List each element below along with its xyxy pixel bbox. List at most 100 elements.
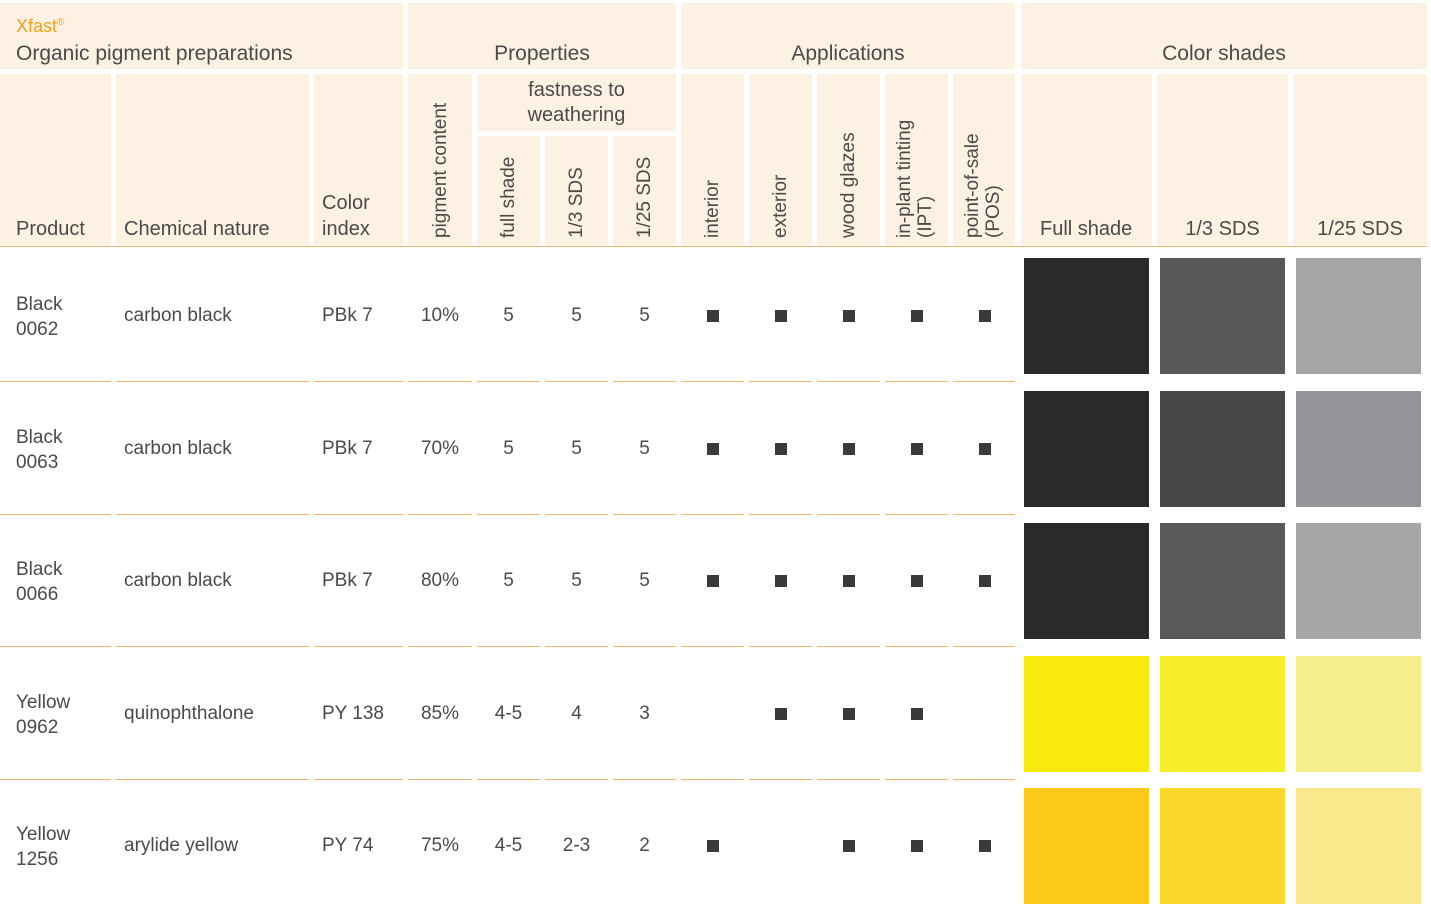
color-index: PBk 7 xyxy=(322,305,373,326)
row-divider xyxy=(817,646,880,647)
row-divider xyxy=(0,513,111,515)
group-properties: Properties xyxy=(494,42,590,65)
row-divider xyxy=(116,778,309,780)
product-name: Yellow xyxy=(16,691,71,713)
application-mark xyxy=(775,442,787,455)
color-index: PY 74 xyxy=(322,835,374,856)
color-swatch xyxy=(1160,523,1285,639)
col-wood-glazes: wood glazes xyxy=(838,132,859,238)
col-pos: point-of-sale (POS) xyxy=(962,133,1004,238)
brand-name: Xfast® xyxy=(16,16,65,36)
row-divider xyxy=(0,381,111,382)
product-number: 1256 xyxy=(16,849,59,870)
header-col-chemical-bg xyxy=(116,74,309,245)
header-col-sds25-bg xyxy=(613,136,676,245)
row-divider xyxy=(408,646,472,647)
fastness-sds-1-3: 5 xyxy=(571,437,582,459)
header-weathering-bg xyxy=(477,74,676,131)
fastness-sds-1-25: 5 xyxy=(639,305,650,326)
row-divider xyxy=(749,513,812,515)
color-swatch xyxy=(1296,655,1421,772)
row-divider xyxy=(477,778,540,780)
fastness-sds-1-3: 5 xyxy=(571,570,582,591)
header-col-interior-bg xyxy=(681,74,744,245)
col-shade-full: Full shade xyxy=(1040,218,1133,240)
product-number: 0062 xyxy=(16,319,59,340)
chemical-nature: quinophthalone xyxy=(124,702,254,724)
group-applications: Applications xyxy=(791,42,905,65)
row-divider xyxy=(545,381,608,382)
fastness-sds-1-3: 5 xyxy=(571,305,582,326)
col-ipt-line-2: (IPT) xyxy=(915,195,936,238)
color-swatch xyxy=(1160,258,1285,374)
pigment-content: 80% xyxy=(420,570,460,591)
row-divider xyxy=(545,513,608,515)
row-divider xyxy=(0,646,111,647)
product-name: Black xyxy=(16,559,63,580)
application-mark xyxy=(707,310,719,322)
pigment-content: 70% xyxy=(420,437,460,459)
application-mark xyxy=(707,442,719,455)
page-subtitle: Organic pigment preparations xyxy=(16,42,293,65)
col-pos-line-1: point-of-sale xyxy=(962,133,983,238)
col-pigment-content: pigment content xyxy=(430,102,451,238)
pigment-content: 10% xyxy=(420,305,460,326)
color-swatch xyxy=(1160,655,1285,772)
application-mark xyxy=(843,575,855,587)
row-divider xyxy=(314,513,403,515)
header-col-pigment-bg xyxy=(408,74,472,245)
row-divider xyxy=(314,646,403,647)
row-divider xyxy=(613,381,676,382)
row-divider xyxy=(408,381,472,382)
row-divider xyxy=(545,778,608,780)
group-color-shades: Color shades xyxy=(1162,42,1286,65)
header-col-shade-full-bg xyxy=(1021,74,1152,245)
fastness-sds-1-25: 2 xyxy=(639,835,650,856)
fastness-full-shade: 5 xyxy=(503,305,514,326)
weathering-line-1: fastness to xyxy=(528,79,625,101)
application-mark xyxy=(707,840,719,852)
row-divider xyxy=(314,381,403,382)
col-sds-1-25: 1/25 SDS xyxy=(634,156,655,238)
fastness-full-shade: 4-5 xyxy=(494,835,523,856)
col-color-index-2: index xyxy=(322,218,370,240)
header-colorshades-band xyxy=(1021,3,1427,69)
application-mark xyxy=(979,840,991,852)
fastness-full-shade: 5 xyxy=(503,437,514,459)
row-divider xyxy=(477,646,540,647)
row-divider xyxy=(817,778,880,780)
row-divider xyxy=(477,381,540,382)
header-col-sds3-bg xyxy=(545,136,608,245)
pigment-content: 75% xyxy=(420,835,460,856)
col-pos-line-2: (POS) xyxy=(983,185,1004,238)
header-col-product-bg xyxy=(0,74,111,245)
header-properties-band xyxy=(408,3,676,69)
application-mark xyxy=(775,310,787,322)
color-index: PBk 7 xyxy=(322,437,373,459)
col-interior: interior xyxy=(702,179,723,238)
color-swatch xyxy=(1024,788,1149,904)
application-mark xyxy=(775,707,787,720)
color-swatch xyxy=(1296,258,1421,374)
header-col-shade-3-bg xyxy=(1157,74,1288,245)
product-name: Yellow xyxy=(16,824,71,845)
header-col-ipt-bg xyxy=(885,74,948,245)
color-swatch xyxy=(1024,258,1149,374)
fastness-sds-1-25: 5 xyxy=(639,570,650,591)
col-full-shade: full shade xyxy=(498,156,519,238)
application-mark xyxy=(911,310,923,322)
row-divider xyxy=(116,646,309,647)
color-swatch xyxy=(1024,390,1149,507)
col-exterior: exterior xyxy=(770,174,791,238)
header-col-wood-bg xyxy=(817,74,880,245)
header-col-fullshade-bg xyxy=(477,136,540,245)
row-divider xyxy=(613,646,676,647)
row-divider xyxy=(681,646,744,647)
row-divider xyxy=(953,646,1015,647)
pigment-content: 85% xyxy=(420,702,460,724)
row-divider xyxy=(116,513,309,515)
row-divider xyxy=(681,381,744,382)
row-divider xyxy=(885,381,948,382)
application-mark xyxy=(911,840,923,852)
row-divider xyxy=(885,513,948,515)
